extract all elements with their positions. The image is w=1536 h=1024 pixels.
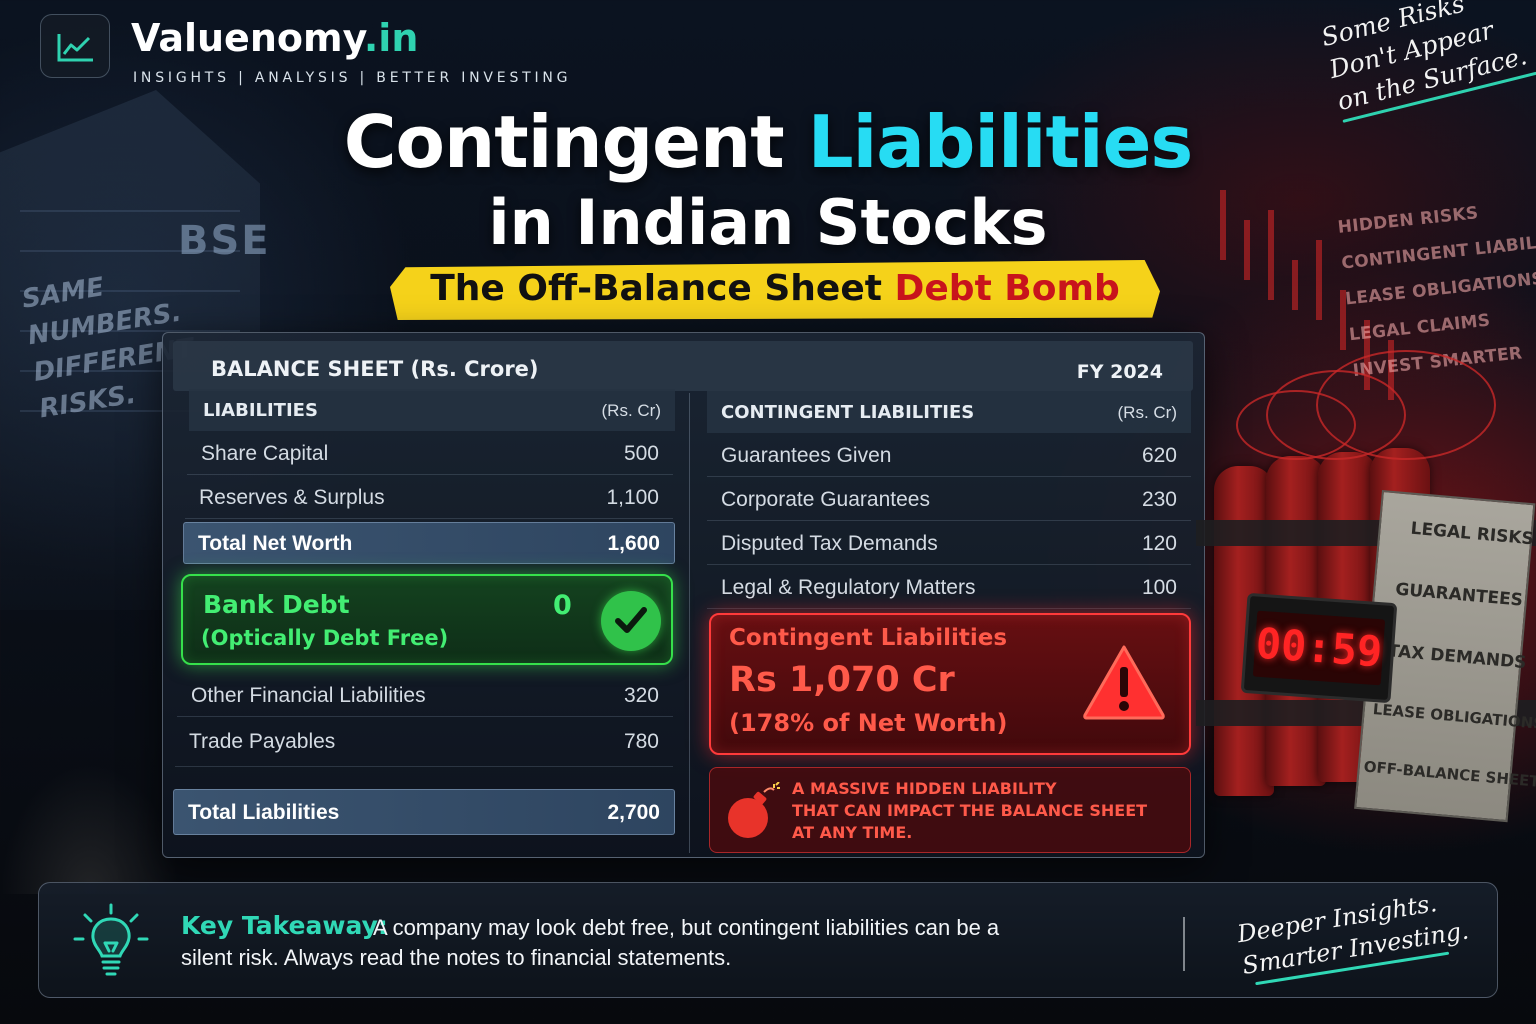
- balance-sheet-title: BALANCE SHEET (Rs. Crore): [211, 357, 539, 381]
- net-worth-row: Total Net Worth 1,600: [183, 522, 675, 564]
- key-takeaway-banner: Key Takeaway: A company may look debt fr…: [38, 882, 1498, 998]
- table-row: Legal & Regulatory Matters 100: [707, 567, 1191, 609]
- page-subtitle: The Off-Balance Sheet Debt Bomb: [430, 268, 1120, 309]
- contingent-summary-title: Contingent Liabilities: [729, 625, 1008, 651]
- rubble-decoration: [0, 764, 180, 894]
- takeaway-text-line-2: silent risk. Always read the notes to fi…: [181, 945, 732, 970]
- table-row: Trade Payables 780: [175, 721, 673, 767]
- table-row: Other Financial Liabilities 320: [177, 675, 673, 717]
- page-title-line-1: Contingent Liabilities: [343, 100, 1194, 184]
- fiscal-year: FY 2024: [1076, 361, 1163, 383]
- table-row: Reserves & Surplus 1,100: [185, 477, 673, 519]
- timer-display: 00:59: [1252, 610, 1386, 686]
- brand-logo: [40, 14, 110, 78]
- brand-name: Valuenomy.in: [131, 16, 419, 60]
- hidden-liability-text: A MASSIVE HIDDEN LIABILITY THAT CAN IMPA…: [792, 779, 1148, 842]
- total-liabilities-row: Total Liabilities 2,700: [173, 789, 675, 835]
- page-title-line-2: in Indian Stocks: [488, 186, 1048, 259]
- lightbulb-icon: [73, 903, 149, 976]
- balance-sheet-panel: BALANCE SHEET (Rs. Crore) FY 2024 LIABIL…: [162, 332, 1205, 858]
- contingent-header-row: CONTINGENT LIABILITIES (Rs. Cr): [707, 391, 1191, 433]
- bomb-icon: [728, 782, 780, 838]
- bse-sign: BSE: [178, 218, 271, 264]
- table-row: Guarantees Given 620: [707, 435, 1191, 477]
- takeaway-label: Key Takeaway:: [181, 911, 388, 940]
- table-row: Share Capital 500: [187, 433, 673, 475]
- checkmark-icon: [601, 591, 661, 651]
- bank-debt-callout: Bank Debt (Optically Debt Free) 0: [181, 574, 673, 665]
- table-row: Corporate Guarantees 230: [707, 479, 1191, 521]
- contingent-summary-amount: Rs 1,070 Cr: [729, 660, 955, 700]
- takeaway-divider: [1183, 917, 1185, 971]
- bank-debt-value: 0: [553, 590, 572, 621]
- liabilities-header-row: LIABILITIES (Rs. Cr): [189, 389, 675, 431]
- takeaway-signoff: Deeper Insights. Smarter Investing.: [1235, 884, 1471, 987]
- table-row: Disputed Tax Demands 120: [707, 523, 1191, 565]
- bank-debt-sublabel: (Optically Debt Free): [201, 626, 449, 650]
- contingent-liabilities-callout: Contingent Liabilities Rs 1,070 Cr (178%…: [709, 613, 1191, 755]
- line-chart-icon: [57, 34, 93, 62]
- contingent-summary-percent: (178% of Net Worth): [729, 709, 1008, 737]
- takeaway-text-line-1: A company may look debt free, but contin…: [373, 915, 1000, 940]
- column-divider: [689, 393, 690, 853]
- balance-sheet-header: BALANCE SHEET (Rs. Crore) FY 2024: [173, 341, 1193, 391]
- bomb-timer: 00:59: [1240, 592, 1398, 704]
- bank-debt-label: Bank Debt: [203, 590, 350, 619]
- brand-tagline: INSIGHTS | ANALYSIS | BETTER INVESTING: [133, 70, 572, 86]
- warning-icon: [1083, 645, 1165, 720]
- hidden-liability-warning: A MASSIVE HIDDEN LIABILITY THAT CAN IMPA…: [709, 767, 1191, 853]
- subtitle-highlight-band: [390, 260, 1160, 320]
